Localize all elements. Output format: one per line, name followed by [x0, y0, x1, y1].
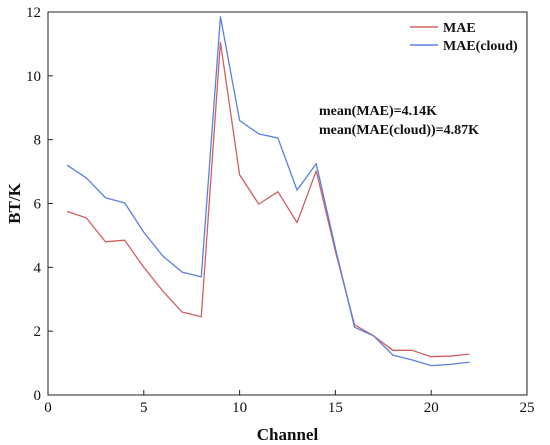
- y-axis-title: BT/K: [5, 182, 24, 223]
- y-tick-label: 6: [34, 197, 42, 213]
- x-axis-title: Channel: [257, 425, 319, 444]
- y-tick-label: 2: [34, 324, 42, 340]
- y-tick-label: 10: [26, 69, 41, 85]
- x-tick-label: 10: [232, 400, 247, 416]
- x-tick-label: 0: [44, 400, 52, 416]
- x-tick-label: 15: [328, 400, 343, 416]
- series-line-1: [66, 16, 470, 367]
- annotations: mean(MAE)=4.14K mean(MAE(cloud))=4.87K: [319, 104, 479, 138]
- legend: MAE MAE(cloud): [410, 21, 518, 54]
- annotation-mean-mae: mean(MAE)=4.14K: [319, 104, 437, 119]
- series-line-0: [66, 41, 470, 358]
- x-tick-label: 5: [140, 400, 148, 416]
- x-tick-label: 25: [520, 400, 535, 416]
- ticks-layer: 0 5 10 15 20 25 0 2 4 6 8 10 12: [26, 5, 535, 416]
- legend-label-mae: MAE: [443, 21, 476, 36]
- series-layer: [66, 16, 470, 367]
- x-tick-label: 20: [424, 400, 439, 416]
- annotation-mean-mae-cloud: mean(MAE(cloud))=4.87K: [319, 123, 479, 138]
- y-tick-label: 4: [34, 260, 42, 276]
- y-tick-label: 8: [34, 133, 42, 149]
- plot-background: [48, 12, 527, 395]
- y-tick-label: 12: [26, 5, 41, 21]
- legend-label-mae-cloud: MAE(cloud): [443, 39, 518, 54]
- y-tick-label: 0: [34, 388, 42, 404]
